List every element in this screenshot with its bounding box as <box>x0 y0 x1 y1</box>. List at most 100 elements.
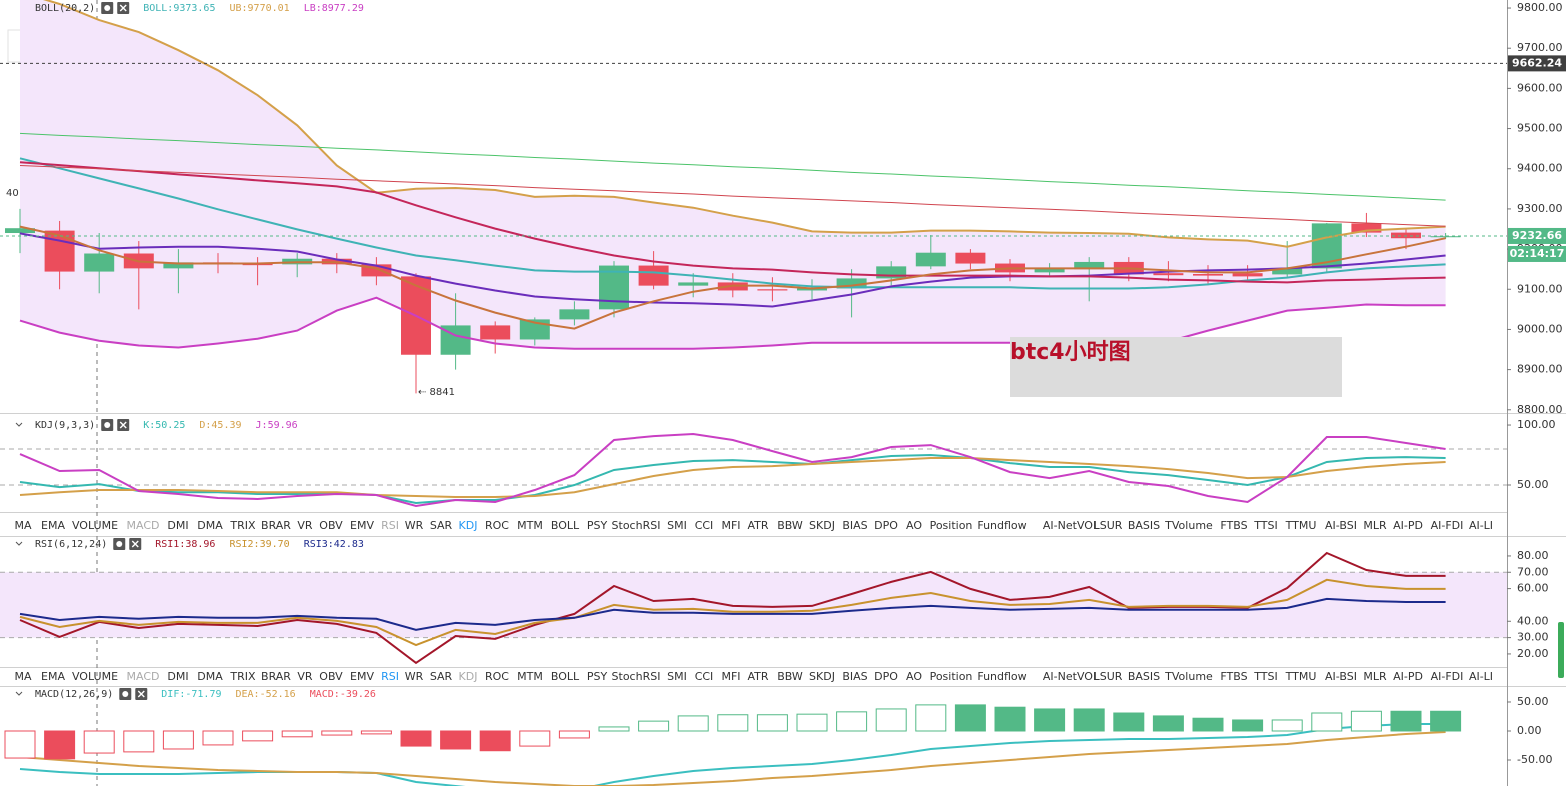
indicator-tab[interactable]: TVolume <box>1164 670 1213 683</box>
indicator-tab[interactable]: DPO <box>874 519 898 532</box>
series-line <box>19 157 1446 290</box>
candle-body <box>757 289 788 291</box>
indicator-tab[interactable]: KDJ <box>459 519 478 532</box>
indicator-tab[interactable]: MA <box>14 519 31 532</box>
indicator-tab[interactable]: Fundflow <box>977 519 1026 532</box>
indicator-tab[interactable]: AI-PD <box>1393 670 1423 683</box>
indicator-tab[interactable]: TRIX <box>229 670 256 683</box>
indicator-tab[interactable]: AI-FDI <box>1431 670 1464 683</box>
indicator-tab[interactable]: MACD <box>127 670 160 683</box>
indicator-tab[interactable]: AI-LI <box>1469 670 1493 683</box>
indicator-tab[interactable]: KDJ <box>459 670 478 683</box>
indicator-tab[interactable]: AI-LI <box>1469 519 1493 532</box>
indicator-tab[interactable]: PSY <box>587 519 608 532</box>
indicator-tab[interactable]: TTSI <box>1253 519 1277 532</box>
indicator-tab[interactable]: BIAS <box>842 519 867 532</box>
indicator-tab[interactable]: TVolume <box>1164 519 1213 532</box>
indicator-tab[interactable]: BIAS <box>842 670 867 683</box>
indicator-tab[interactable]: AO <box>906 519 922 532</box>
indicator-tab[interactable]: LSUR <box>1094 670 1123 683</box>
indicator-tab[interactable]: MTM <box>517 670 543 683</box>
indicator-tab[interactable]: StochRSI <box>612 670 661 683</box>
indicator-tab[interactable]: DPO <box>874 670 898 683</box>
indicator-tab[interactable]: MA <box>14 670 31 683</box>
indicator-tab[interactable]: StochRSI <box>612 519 661 532</box>
scrollbar[interactable] <box>1558 622 1564 678</box>
legend-buttons[interactable] <box>113 538 142 550</box>
plot-area <box>0 551 1507 665</box>
legend-buttons[interactable] <box>119 688 148 700</box>
indicator-tab[interactable]: VR <box>297 519 313 532</box>
indicator-tab[interactable]: AI-NetVOL <box>1043 519 1100 532</box>
candle-body <box>915 252 946 267</box>
indicator-tab[interactable]: EMA <box>41 519 65 532</box>
indicator-tab[interactable]: WR <box>405 519 424 532</box>
indicator-tab[interactable]: SMI <box>667 519 687 532</box>
indicator-tab[interactable]: BBW <box>777 519 803 532</box>
indicator-tab[interactable]: VOLUME <box>72 519 118 532</box>
indicator-tab[interactable]: BRAR <box>261 670 291 683</box>
indicator-tab[interactable]: AI-PD <box>1393 519 1423 532</box>
indicator-tab[interactable]: DMA <box>197 670 223 683</box>
settings-icon <box>104 5 111 11</box>
indicator-tab[interactable]: EMA <box>41 670 65 683</box>
indicator-tab[interactable]: AI-NetVOL <box>1043 670 1100 683</box>
indicator-tab[interactable]: Position <box>930 519 973 532</box>
indicator-tab[interactable]: BBW <box>777 670 803 683</box>
indicator-tab[interactable]: MTM <box>517 519 543 532</box>
indicator-tab[interactable]: SMI <box>667 670 687 683</box>
indicator-tab[interactable]: MACD <box>127 519 160 532</box>
indicator-tab[interactable]: PSY <box>587 670 608 683</box>
indicator-tab[interactable]: SAR <box>430 519 453 532</box>
indicator-tab[interactable]: BOLL <box>551 519 580 532</box>
indicator-tab[interactable]: MFI <box>721 670 740 683</box>
indicator-tab[interactable]: RSI <box>381 519 399 532</box>
indicator-tab[interactable]: OBV <box>319 670 343 683</box>
indicator-tab[interactable]: OBV <box>319 519 343 532</box>
indicator-tab[interactable]: EMV <box>350 670 374 683</box>
indicator-tab[interactable]: RSI <box>381 670 399 683</box>
indicator-tab[interactable]: ATR <box>747 519 768 532</box>
series-line <box>19 296 1446 350</box>
indicator-tab[interactable]: CCI <box>695 519 714 532</box>
indicator-tab[interactable]: WR <box>405 670 424 683</box>
indicator-tab[interactable]: CCI <box>695 670 714 683</box>
indicator-tab[interactable]: AI-BSI <box>1325 519 1357 532</box>
indicator-tab[interactable]: MLR <box>1363 670 1387 683</box>
indicator-tab[interactable]: VR <box>297 670 313 683</box>
indicator-tab[interactable]: SKDJ <box>809 670 835 683</box>
histogram-bar <box>558 730 590 739</box>
indicator-tab[interactable]: DMI <box>167 519 188 532</box>
indicator-tab[interactable]: AI-FDI <box>1431 519 1464 532</box>
indicator-tab[interactable]: TTSI <box>1253 670 1277 683</box>
indicator-tab[interactable]: MLR <box>1363 519 1387 532</box>
indicator-tab[interactable]: ROC <box>485 670 509 683</box>
legend-buttons[interactable] <box>101 2 130 14</box>
indicator-tab[interactable]: Position <box>930 670 973 683</box>
indicator-tab[interactable]: Fundflow <box>977 670 1026 683</box>
indicator-tab[interactable]: TTMU <box>1285 670 1317 683</box>
indicator-tab[interactable]: DMI <box>167 670 188 683</box>
indicator-tab[interactable]: DMA <box>197 519 223 532</box>
indicator-tab[interactable]: TRIX <box>229 519 256 532</box>
indicator-tab[interactable]: BOLL <box>551 670 580 683</box>
indicator-tab[interactable]: ATR <box>747 670 768 683</box>
indicator-tab[interactable]: ROC <box>485 519 509 532</box>
legend-buttons[interactable] <box>101 419 130 431</box>
indicator-tab[interactable]: FTBS <box>1220 670 1247 683</box>
indicator-tab[interactable]: SAR <box>430 670 453 683</box>
plot-area <box>0 432 1507 508</box>
indicator-tab[interactable]: BRAR <box>261 519 291 532</box>
indicator-tab[interactable]: FTBS <box>1220 519 1247 532</box>
indicator-tab[interactable]: SKDJ <box>809 519 835 532</box>
indicator-tab[interactable]: AI-BSI <box>1325 670 1357 683</box>
indicator-tab[interactable]: AO <box>906 670 922 683</box>
indicator-tab[interactable]: BASIS <box>1128 519 1160 532</box>
indicator-tab[interactable]: VOLUME <box>72 670 118 683</box>
histogram-bar <box>756 714 788 732</box>
indicator-tab[interactable]: LSUR <box>1094 519 1123 532</box>
indicator-tab[interactable]: EMV <box>350 519 374 532</box>
indicator-tab[interactable]: TTMU <box>1285 519 1317 532</box>
indicator-tab[interactable]: BASIS <box>1128 670 1160 683</box>
indicator-tab[interactable]: MFI <box>721 519 740 532</box>
